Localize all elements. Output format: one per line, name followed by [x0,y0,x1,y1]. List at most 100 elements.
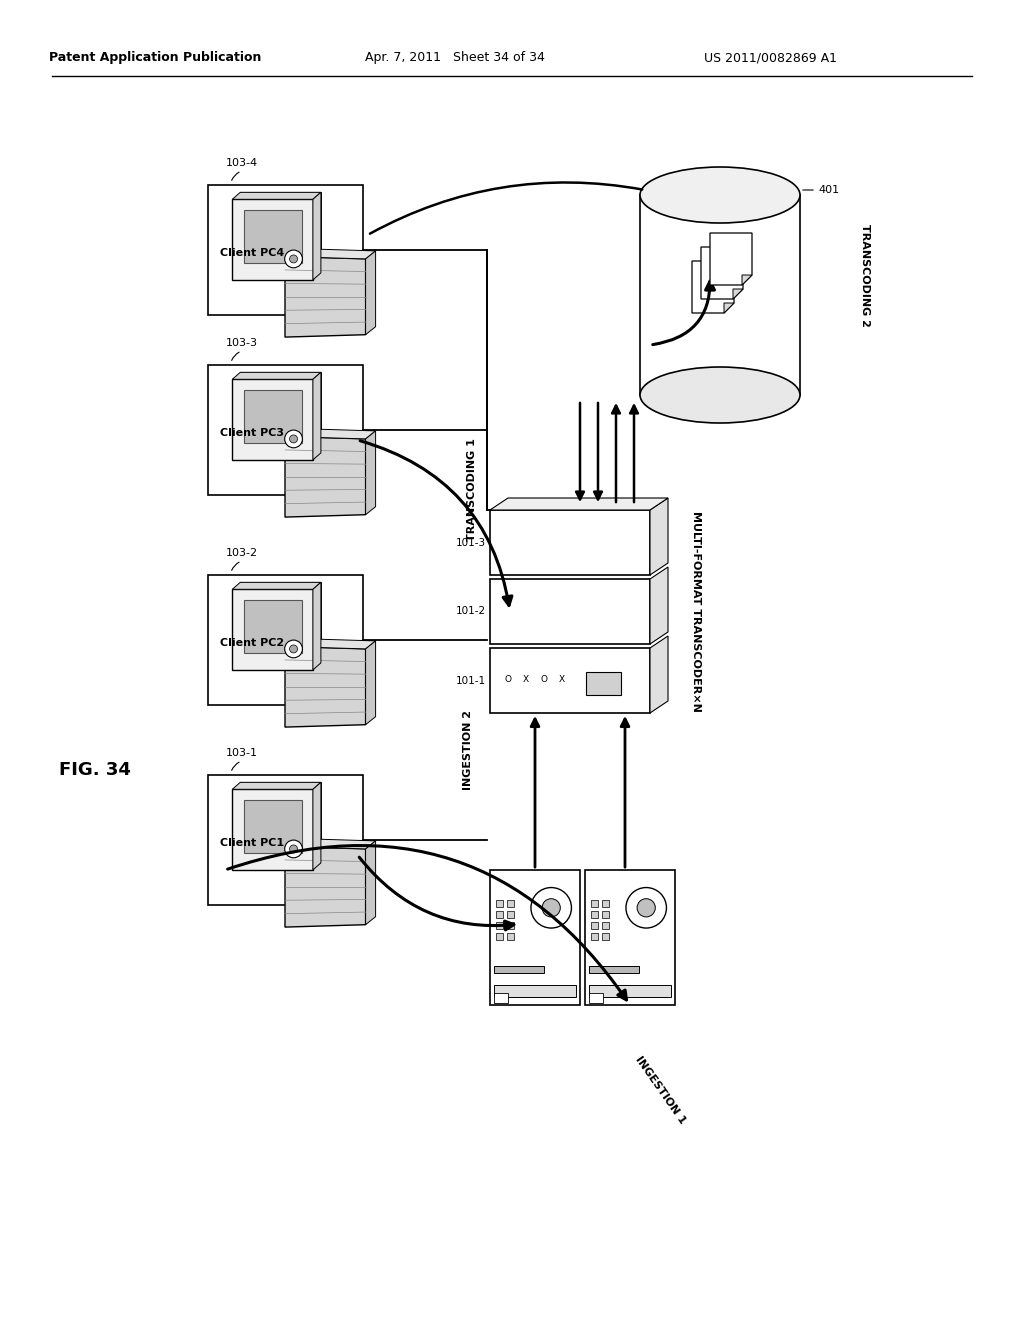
Text: US 2011/0082869 A1: US 2011/0082869 A1 [703,51,837,65]
Polygon shape [733,289,743,300]
Bar [591,933,598,940]
Text: Client PC4: Client PC4 [220,248,284,257]
Bar [494,993,508,1003]
Bar [208,366,362,495]
Bar [591,911,598,919]
Text: FIG. 34: FIG. 34 [59,762,131,779]
Polygon shape [701,247,743,300]
Circle shape [542,899,560,917]
Circle shape [285,840,302,858]
Bar [244,389,302,444]
Bar [232,199,313,280]
Text: Client PC2: Client PC2 [220,638,284,648]
Polygon shape [366,841,376,925]
Polygon shape [490,498,668,510]
Text: 101-2: 101-2 [456,606,486,616]
Polygon shape [285,639,376,649]
Circle shape [285,640,302,657]
Text: TRANSCODING 1: TRANSCODING 1 [467,438,477,541]
Text: MULTI-FORMAT TRANSCODER×N: MULTI-FORMAT TRANSCODER×N [691,511,701,711]
Circle shape [637,899,655,917]
Text: 101-1: 101-1 [456,676,486,685]
Polygon shape [313,193,321,280]
Circle shape [626,887,667,928]
Text: Client PC3: Client PC3 [220,428,284,438]
Circle shape [285,430,302,447]
Bar [591,923,598,929]
Text: O: O [541,675,548,684]
Polygon shape [285,647,366,727]
Polygon shape [366,430,376,515]
Circle shape [290,436,298,444]
Bar [494,985,575,997]
Text: Client PC1: Client PC1 [220,838,284,847]
Bar [640,195,800,395]
Polygon shape [650,568,668,644]
Polygon shape [241,582,321,663]
Text: 103-1: 103-1 [225,748,258,758]
Circle shape [290,255,298,263]
Bar [494,966,544,973]
Polygon shape [366,251,376,335]
Text: 401: 401 [818,185,839,195]
Circle shape [285,249,302,268]
Polygon shape [724,304,734,313]
Polygon shape [285,256,366,337]
Bar [490,870,580,1005]
Polygon shape [692,261,734,313]
Text: TRANSCODING 2: TRANSCODING 2 [860,223,870,326]
Polygon shape [285,248,376,259]
Polygon shape [285,437,366,517]
Bar [602,923,609,929]
Bar [589,966,639,973]
Polygon shape [232,372,321,379]
Bar [589,993,603,1003]
Bar [232,379,313,459]
Bar [244,210,302,263]
Bar [490,648,650,713]
Ellipse shape [640,168,800,223]
Bar [208,185,362,315]
Polygon shape [742,275,752,285]
Polygon shape [241,783,321,863]
Bar [496,911,503,919]
Text: O: O [505,675,512,684]
Polygon shape [285,429,376,438]
Polygon shape [241,372,321,453]
Bar [602,933,609,940]
Bar [496,933,503,940]
Polygon shape [285,838,376,849]
Bar [507,923,514,929]
Circle shape [290,645,298,653]
Polygon shape [650,636,668,713]
Circle shape [290,845,298,853]
Bar [586,672,622,694]
Ellipse shape [640,367,800,422]
Polygon shape [710,234,752,285]
Text: Patent Application Publication: Patent Application Publication [49,51,261,65]
Bar [496,900,503,907]
Bar [602,900,609,907]
Text: 103-2: 103-2 [225,548,258,558]
Text: X: X [523,675,529,684]
Polygon shape [366,642,376,725]
Bar [585,870,675,1005]
Bar [244,601,302,653]
Circle shape [531,887,571,928]
Bar [496,923,503,929]
Bar [507,911,514,919]
Bar [507,900,514,907]
Bar [602,911,609,919]
Text: X: X [559,675,565,684]
Bar [490,579,650,644]
Text: INGESTION 2: INGESTION 2 [463,710,473,789]
Polygon shape [313,582,321,671]
Polygon shape [232,193,321,199]
Polygon shape [313,783,321,870]
Polygon shape [313,372,321,459]
Bar [208,576,362,705]
Polygon shape [650,498,668,576]
Polygon shape [285,846,366,927]
Text: Apr. 7, 2011   Sheet 34 of 34: Apr. 7, 2011 Sheet 34 of 34 [366,51,545,65]
Bar [507,933,514,940]
